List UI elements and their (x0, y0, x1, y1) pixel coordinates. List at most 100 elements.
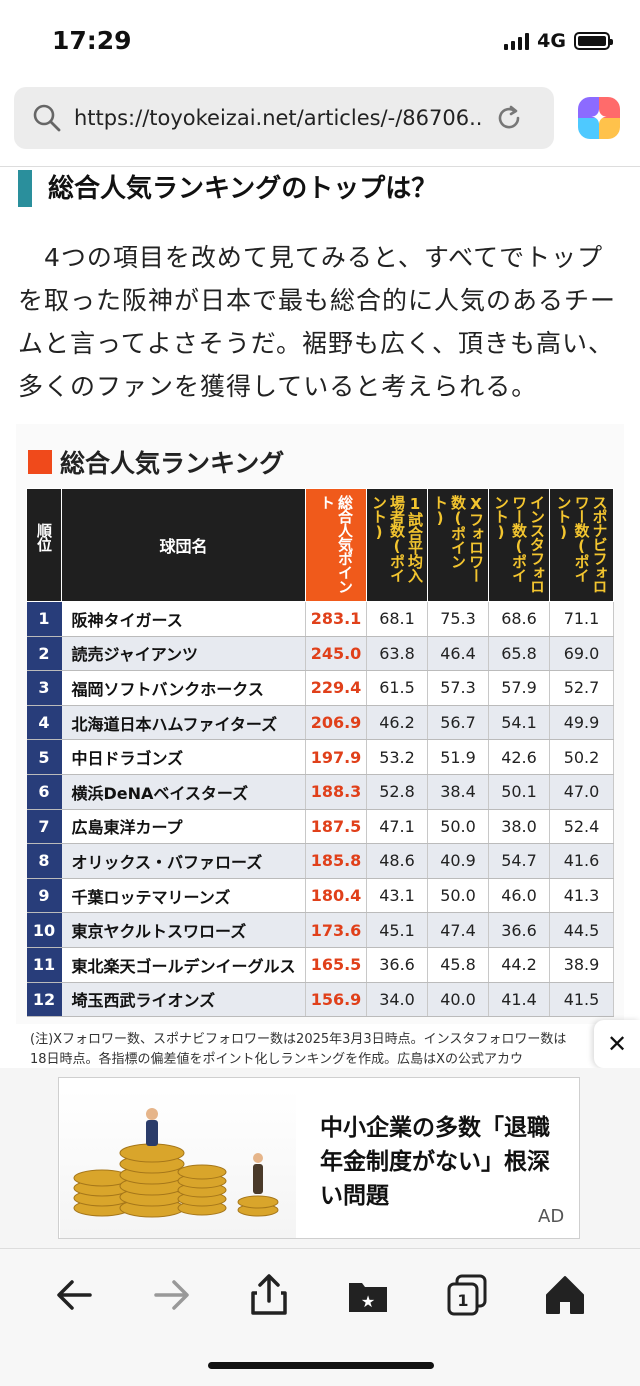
rank-cell: 11 (26, 947, 62, 983)
table-row: 10 東京ヤクルトスワローズ 173.6 45.1 47.4 36.6 44.5 (26, 912, 614, 948)
total-points-cell: 165.5 (305, 947, 367, 983)
col-insta-followers: インスタフォロワー数(ポイント) (488, 488, 550, 602)
attendance-cell: 36.6 (366, 947, 428, 983)
attendance-cell: 53.2 (366, 739, 428, 775)
rank-cell: 2 (26, 636, 62, 672)
rank-cell: 5 (26, 739, 62, 775)
team-cell: 読売ジャイアンツ (61, 636, 306, 672)
team-cell: 中日ドラゴンズ (61, 739, 306, 775)
url-text[interactable]: https://toyokeizai.net/articles/-/86706.… (74, 106, 484, 130)
col-x-followers: Xフォロワー数(ポイント) (427, 488, 489, 602)
total-points-cell: 187.5 (305, 809, 367, 845)
attendance-cell: 34.0 (366, 982, 428, 1018)
rank-cell: 7 (26, 809, 62, 845)
rank-cell: 3 (26, 670, 62, 706)
title-square-icon (28, 450, 52, 474)
ad-image[interactable] (60, 1090, 296, 1238)
x-followers-cell: 46.4 (427, 636, 489, 672)
team-cell: オリックス・バファローズ (61, 843, 306, 879)
insta-followers-cell: 46.0 (488, 878, 550, 914)
divider (0, 166, 640, 167)
share-icon[interactable] (245, 1271, 293, 1319)
team-cell: 埼玉西武ライオンズ (61, 982, 306, 1018)
total-points-cell: 229.4 (305, 670, 367, 706)
reload-icon[interactable] (494, 103, 524, 133)
assistant-app-icon[interactable]: ✦ (578, 97, 620, 139)
table-row: 2 読売ジャイアンツ 245.0 63.8 46.4 65.8 69.0 (26, 636, 614, 672)
attendance-cell: 46.2 (366, 705, 428, 741)
x-followers-cell: 50.0 (427, 878, 489, 914)
signal-icon (504, 32, 530, 50)
rank-cell: 9 (26, 878, 62, 914)
sponavi-followers-cell: 44.5 (549, 912, 614, 948)
x-followers-cell: 57.3 (427, 670, 489, 706)
insta-followers-cell: 54.7 (488, 843, 550, 879)
insta-followers-cell: 44.2 (488, 947, 550, 983)
rank-cell: 6 (26, 774, 62, 810)
team-cell: 阪神タイガース (61, 601, 306, 637)
insta-followers-cell: 65.8 (488, 636, 550, 672)
table-footnote: (注)Xフォロワー数、スポナビフォロワー数は2025年3月3日時点。インスタフォ… (30, 1032, 567, 1067)
sponavi-followers-cell: 71.1 (549, 601, 614, 637)
attendance-cell: 68.1 (366, 601, 428, 637)
rank-cell: 8 (26, 843, 62, 879)
network-label: 4G (537, 30, 566, 52)
team-cell: 北海道日本ハムファイターズ (61, 705, 306, 741)
section-heading: 総合人気ランキングのトップは？ (48, 174, 438, 204)
tabs-icon[interactable]: 1 (443, 1271, 491, 1319)
insta-followers-cell: 57.9 (488, 670, 550, 706)
total-points-cell: 206.9 (305, 705, 367, 741)
sponavi-followers-cell: 50.2 (549, 739, 614, 775)
col-rank: 順位 (26, 488, 62, 602)
coin-stack-illustration (73, 1108, 279, 1218)
ranking-title: 総合人気ランキング (28, 444, 284, 480)
table-row: 1 阪神タイガース 283.1 68.1 75.3 68.6 71.1 (26, 601, 614, 637)
insta-followers-cell: 54.1 (488, 705, 550, 741)
team-cell: 千葉ロッテマリーンズ (61, 878, 306, 914)
col-team: 球団名 (61, 488, 306, 602)
x-followers-cell: 75.3 (427, 601, 489, 637)
battery-icon (574, 32, 613, 50)
team-cell: 東北楽天ゴールデンイーグルス (61, 947, 306, 983)
status-indicators: 4G (504, 30, 613, 52)
sponavi-followers-cell: 41.6 (549, 843, 614, 879)
table-header-row: 順位 球団名 総合人気ポイント 1試合平均入場者数(ポイント) Xフォロワー数(… (26, 488, 614, 602)
col-attendance: 1試合平均入場者数(ポイント) (366, 488, 428, 602)
home-icon[interactable] (541, 1271, 589, 1319)
x-followers-cell: 47.4 (427, 912, 489, 948)
team-cell: 広島東洋カープ (61, 809, 306, 845)
sponavi-followers-cell: 52.4 (549, 809, 614, 845)
x-followers-cell: 56.7 (427, 705, 489, 741)
close-ad-button[interactable]: ✕ (594, 1020, 640, 1068)
sponavi-followers-cell: 52.7 (549, 670, 614, 706)
home-indicator (208, 1362, 434, 1369)
col-total: 総合人気ポイント (305, 488, 367, 602)
table-row: 12 埼玉西武ライオンズ 156.9 34.0 40.0 41.4 41.5 (26, 982, 614, 1018)
col-sponavi-followers: スポナビフォロワー数(ポイント) (549, 488, 614, 602)
x-followers-cell: 40.9 (427, 843, 489, 879)
rank-cell: 4 (26, 705, 62, 741)
bookmarks-icon[interactable]: ★ (344, 1271, 392, 1319)
total-points-cell: 180.4 (305, 878, 367, 914)
attendance-cell: 63.8 (366, 636, 428, 672)
total-points-cell: 173.6 (305, 912, 367, 948)
article-paragraph: 4つの項目を改めて見てみると、すべてでトップを取った阪神が日本で最も総合的に人気… (18, 243, 617, 401)
status-time: 17:29 (52, 26, 132, 55)
sponavi-followers-cell: 41.5 (549, 982, 614, 1018)
attendance-cell: 47.1 (366, 809, 428, 845)
total-points-cell: 245.0 (305, 636, 367, 672)
attendance-cell: 48.6 (366, 843, 428, 879)
insta-followers-cell: 38.0 (488, 809, 550, 845)
x-followers-cell: 50.0 (427, 809, 489, 845)
insta-followers-cell: 68.6 (488, 601, 550, 637)
sponavi-followers-cell: 69.0 (549, 636, 614, 672)
sponavi-followers-cell: 38.9 (549, 947, 614, 983)
attendance-cell: 45.1 (366, 912, 428, 948)
address-bar[interactable]: https://toyokeizai.net/articles/-/86706.… (14, 87, 554, 149)
x-followers-cell: 51.9 (427, 739, 489, 775)
back-icon[interactable] (50, 1271, 98, 1319)
x-followers-cell: 40.0 (427, 982, 489, 1018)
ad-headline[interactable]: 中小企業の多数「退職年金制度がない」根深い問題 (320, 1115, 550, 1209)
forward-icon[interactable] (148, 1271, 196, 1319)
x-followers-cell: 45.8 (427, 947, 489, 983)
